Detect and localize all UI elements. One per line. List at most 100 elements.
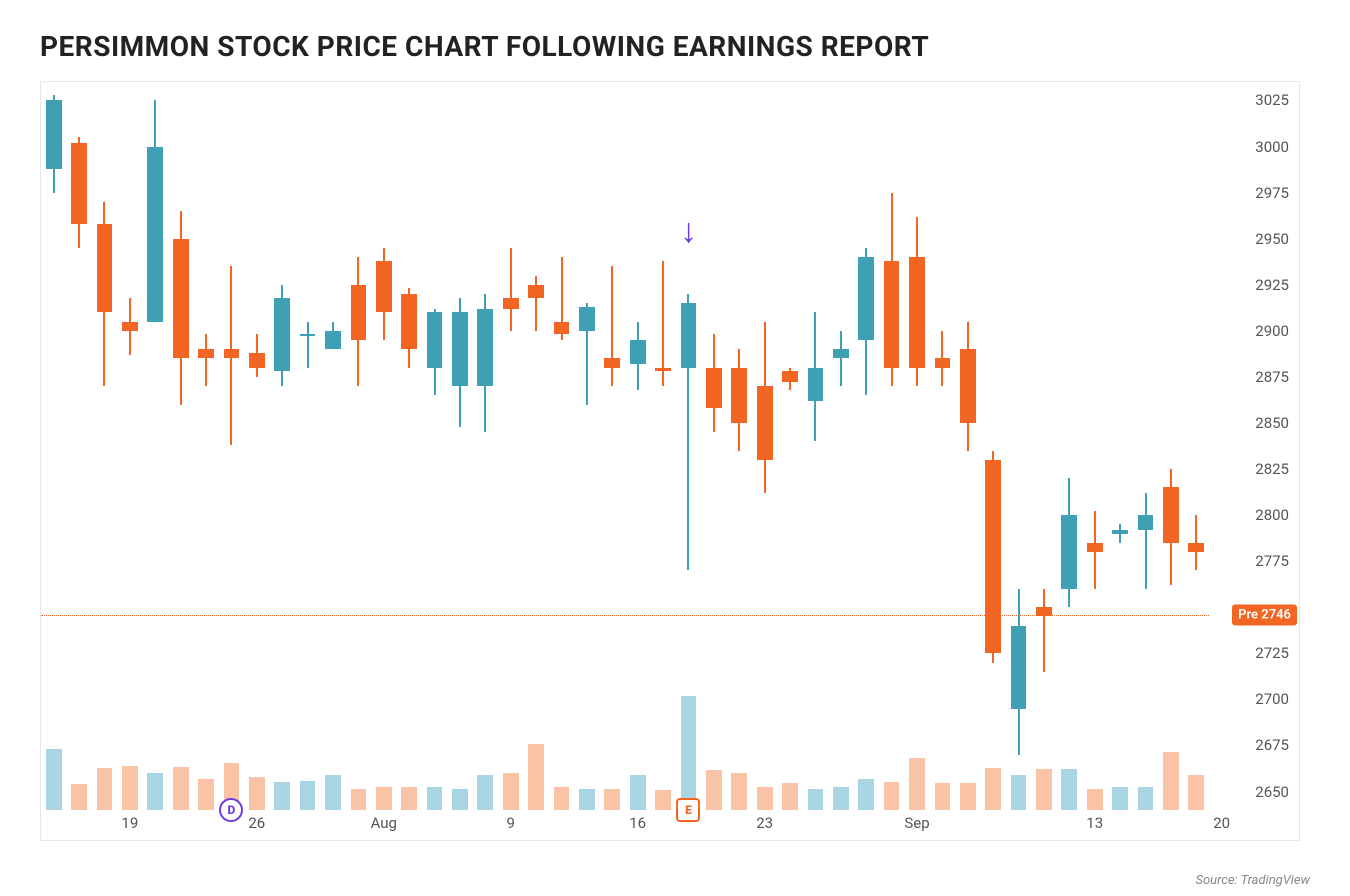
candle[interactable] xyxy=(1188,82,1204,810)
candle[interactable] xyxy=(1061,82,1077,810)
volume-bar[interactable] xyxy=(1011,775,1027,810)
volume-bar[interactable] xyxy=(985,768,1001,810)
volume-bar[interactable] xyxy=(833,787,849,810)
volume-bar[interactable] xyxy=(122,766,138,810)
volume-bar[interactable] xyxy=(782,783,798,810)
volume-bar[interactable] xyxy=(46,749,62,810)
volume-bar[interactable] xyxy=(503,773,519,810)
candle[interactable] xyxy=(122,82,138,810)
candle[interactable] xyxy=(300,82,316,810)
x-tick-label: 26 xyxy=(248,814,265,832)
volume-bar[interactable] xyxy=(376,787,392,810)
volume-bar[interactable] xyxy=(630,775,646,810)
pre-price-badge: Pre 2746 xyxy=(1232,604,1297,625)
candle-body xyxy=(300,334,316,336)
volume-bar[interactable] xyxy=(731,773,747,810)
volume-bar[interactable] xyxy=(274,782,290,810)
volume-bar[interactable] xyxy=(1087,789,1103,810)
candle[interactable] xyxy=(604,82,620,810)
candle[interactable] xyxy=(477,82,493,810)
candle-body xyxy=(1087,543,1103,552)
volume-bar[interactable] xyxy=(528,744,544,810)
candle[interactable] xyxy=(782,82,798,810)
volume-bar[interactable] xyxy=(808,789,824,810)
candle[interactable] xyxy=(935,82,951,810)
candle-wick xyxy=(1119,524,1121,542)
volume-bar[interactable] xyxy=(97,768,113,810)
volume-bar[interactable] xyxy=(477,775,493,810)
candle[interactable] xyxy=(554,82,570,810)
volume-bar[interactable] xyxy=(1138,787,1154,810)
candle[interactable] xyxy=(274,82,290,810)
volume-bar[interactable] xyxy=(71,784,87,810)
volume-bar[interactable] xyxy=(249,777,265,810)
candle[interactable] xyxy=(731,82,747,810)
volume-bar[interactable] xyxy=(858,779,874,810)
candle-body xyxy=(706,368,722,409)
volume-bar[interactable] xyxy=(884,782,900,810)
candle[interactable] xyxy=(655,82,671,810)
volume-bar[interactable] xyxy=(1188,775,1204,810)
volume-bar[interactable] xyxy=(554,787,570,810)
candle[interactable] xyxy=(960,82,976,810)
candle[interactable] xyxy=(249,82,265,810)
candle[interactable] xyxy=(97,82,113,810)
candle[interactable] xyxy=(1036,82,1052,810)
volume-bar[interactable] xyxy=(960,783,976,810)
volume-bar[interactable] xyxy=(173,767,189,810)
volume-bar[interactable] xyxy=(452,789,468,810)
y-tick-label: 2650 xyxy=(1255,783,1289,801)
candle[interactable] xyxy=(198,82,214,810)
candle[interactable] xyxy=(833,82,849,810)
candle[interactable] xyxy=(579,82,595,810)
volume-bar[interactable] xyxy=(706,770,722,810)
candle[interactable] xyxy=(452,82,468,810)
candle[interactable] xyxy=(1011,82,1027,810)
candle[interactable] xyxy=(858,82,874,810)
candle[interactable] xyxy=(884,82,900,810)
volume-bar[interactable] xyxy=(1061,769,1077,810)
volume-bar[interactable] xyxy=(198,779,214,810)
candle[interactable] xyxy=(1163,82,1179,810)
candle-body xyxy=(351,285,367,340)
volume-bar[interactable] xyxy=(935,783,951,810)
candle[interactable] xyxy=(46,82,62,810)
volume-bar[interactable] xyxy=(1036,769,1052,810)
volume-bar[interactable] xyxy=(757,787,773,810)
candle[interactable] xyxy=(147,82,163,810)
candle[interactable] xyxy=(985,82,1001,810)
volume-bar[interactable] xyxy=(351,789,367,810)
volume-bar[interactable] xyxy=(604,789,620,810)
candle[interactable] xyxy=(503,82,519,810)
candle[interactable] xyxy=(757,82,773,810)
candle-body xyxy=(401,294,417,349)
candle[interactable] xyxy=(376,82,392,810)
volume-bar[interactable] xyxy=(909,758,925,810)
candle[interactable] xyxy=(401,82,417,810)
candle[interactable] xyxy=(528,82,544,810)
candle[interactable] xyxy=(1112,82,1128,810)
volume-bar[interactable] xyxy=(300,781,316,810)
candle[interactable] xyxy=(909,82,925,810)
volume-bar[interactable] xyxy=(579,789,595,810)
candle[interactable] xyxy=(427,82,443,810)
candle[interactable] xyxy=(224,82,240,810)
candle[interactable] xyxy=(325,82,341,810)
candle[interactable] xyxy=(351,82,367,810)
candle[interactable] xyxy=(706,82,722,810)
candle[interactable] xyxy=(1138,82,1154,810)
candle[interactable] xyxy=(1087,82,1103,810)
candle[interactable] xyxy=(808,82,824,810)
volume-bar[interactable] xyxy=(655,790,671,810)
candle[interactable] xyxy=(173,82,189,810)
volume-bar[interactable] xyxy=(681,696,697,810)
plot-area[interactable]: ↓DE xyxy=(41,82,1209,810)
candle[interactable] xyxy=(630,82,646,810)
volume-bar[interactable] xyxy=(147,773,163,810)
candle[interactable] xyxy=(71,82,87,810)
volume-bar[interactable] xyxy=(1163,752,1179,810)
volume-bar[interactable] xyxy=(1112,787,1128,810)
volume-bar[interactable] xyxy=(401,787,417,810)
volume-bar[interactable] xyxy=(325,775,341,810)
volume-bar[interactable] xyxy=(427,787,443,810)
